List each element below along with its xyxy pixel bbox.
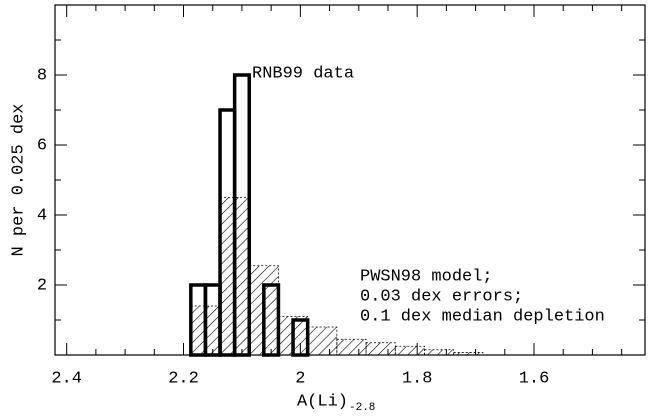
y-axis-label: N per 0.025 dex [9, 103, 28, 256]
x-tick-label: 1.8 [402, 369, 433, 388]
x-tick-label: 2.4 [51, 369, 82, 388]
series-label: PWSN98 model; [360, 267, 493, 286]
model-bar [365, 342, 396, 356]
y-tick-label: 6 [37, 136, 47, 155]
y-tick-label: 2 [37, 276, 47, 295]
data-bar [262, 283, 281, 357]
model-bar [394, 345, 425, 356]
model-bar [307, 326, 338, 356]
model-bar [336, 338, 367, 356]
model-bar [453, 352, 484, 356]
series-label: RNB99 data [252, 64, 354, 83]
x-axis-label: A(Li) [297, 392, 348, 411]
plot-frame [54, 4, 646, 356]
x-axis-label-sub: -2.8 [349, 402, 375, 414]
data-bar [232, 73, 251, 357]
model-bar [424, 349, 455, 356]
y-tick-label: 4 [37, 206, 47, 225]
y-tick-label: 8 [37, 66, 47, 85]
x-tick-label: 2 [295, 369, 305, 388]
data-bar [291, 318, 310, 357]
series-label: 0.03 dex errors; [360, 287, 523, 306]
series-label: 0.1 dex median depletion [360, 307, 605, 326]
x-tick-label: 2.2 [168, 369, 199, 388]
x-tick-label: 1.6 [519, 369, 550, 388]
